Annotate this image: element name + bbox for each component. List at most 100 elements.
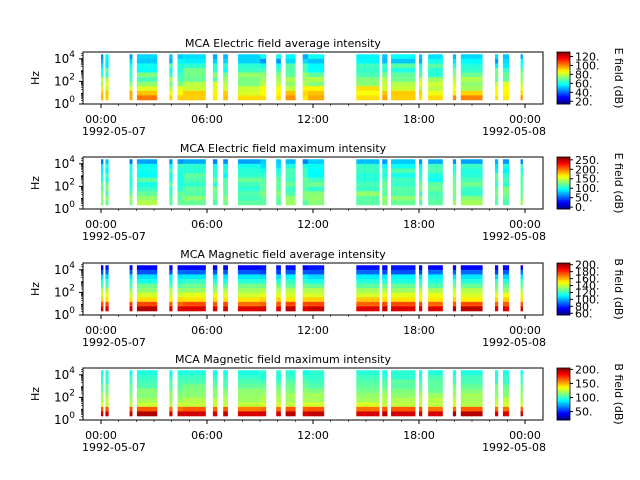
spectrogram-cell <box>367 95 374 101</box>
spectrogram-cell <box>362 374 369 380</box>
data-block <box>276 370 281 417</box>
x-tick-label: 00:00 <box>509 113 541 126</box>
spectrogram-cell <box>290 388 296 394</box>
spectrogram-cell <box>502 168 510 174</box>
spectrogram-cell <box>260 292 267 298</box>
spectrogram-cell <box>243 77 250 83</box>
spectrogram-cell <box>397 297 404 303</box>
spectrogram-cell <box>362 67 369 73</box>
data-block <box>494 54 499 101</box>
y-tick-label: 102 <box>54 388 75 404</box>
colorbar-swatch <box>557 400 570 403</box>
colorbar-swatch <box>557 263 570 265</box>
spectrogram-cell <box>382 95 388 101</box>
spectrogram-cell <box>183 406 190 412</box>
spectrogram-cell <box>460 292 467 298</box>
spectrogram-cell <box>471 86 478 92</box>
spectrogram-cell <box>452 72 457 78</box>
spectrogram-cell <box>285 200 291 206</box>
colorbar-swatch <box>557 100 570 102</box>
colorbar-swatch <box>557 373 570 375</box>
colorbar-swatch <box>557 404 570 407</box>
spectrogram-cell <box>373 63 380 69</box>
spectrogram-cell <box>397 269 404 275</box>
spectrogram-cell <box>150 397 158 403</box>
spectrogram-cell <box>476 191 483 197</box>
spectrogram-cell <box>397 283 404 289</box>
spectrogram-cell <box>199 54 206 60</box>
spectrogram-cell <box>362 301 369 307</box>
spectrogram-cell <box>494 370 499 376</box>
colorbar-swatch <box>557 198 570 201</box>
spectrogram-cell <box>143 288 151 294</box>
spectrogram-cell <box>302 58 309 64</box>
spectrogram-cell <box>194 195 201 201</box>
spectrogram-cell <box>249 370 255 376</box>
spectrogram-cell <box>101 86 104 92</box>
spectrogram-cell <box>169 172 173 178</box>
spectrogram-cell <box>409 54 416 60</box>
spectrogram-cell <box>382 402 388 408</box>
spectrogram-cell <box>150 283 158 289</box>
colorbar-swatch <box>557 394 570 396</box>
colorbar-tick-label: 100. <box>575 182 600 195</box>
spectrogram-cell <box>254 402 261 408</box>
spectrogram-cell <box>150 77 158 83</box>
colorbar-swatch <box>557 311 570 313</box>
data-block <box>105 370 109 417</box>
spectrogram-cell <box>136 200 144 206</box>
spectrogram-cell <box>397 172 404 178</box>
spectrogram-cell <box>362 172 369 178</box>
spectrogram-cell <box>373 297 380 303</box>
spectrogram-cell <box>136 383 144 389</box>
spectrogram-cell <box>285 370 291 376</box>
colorbar-swatch <box>557 171 570 173</box>
spectrogram-cell <box>169 72 173 78</box>
spectrogram-cell <box>476 163 483 169</box>
spectrogram-cell <box>356 63 363 69</box>
spectrogram-cell <box>101 278 104 284</box>
spectrogram-cell <box>494 186 499 192</box>
spectrogram-cell <box>428 292 436 298</box>
spectrogram-cell <box>466 172 472 178</box>
spectrogram-cell <box>367 402 374 408</box>
spectrogram-cell <box>397 306 404 312</box>
spectrogram-cell <box>391 54 398 60</box>
spectrogram-cell <box>318 406 325 412</box>
colorbar-frame <box>556 156 571 210</box>
spectrogram-cell <box>356 177 363 183</box>
spectrogram-cell <box>143 159 151 165</box>
spectrogram-cell <box>362 269 369 275</box>
spectrogram-cell <box>367 182 374 188</box>
spectrogram-cell <box>199 388 206 394</box>
spectrogram-cell <box>194 283 201 289</box>
colorbar-swatch <box>557 52 570 54</box>
spectrogram-cell <box>367 283 374 289</box>
colorbar-tick-label: 140. <box>575 280 600 293</box>
spectrogram-cell <box>318 301 325 307</box>
spectrogram-cell <box>249 182 255 188</box>
spectrogram-cell <box>212 306 218 312</box>
spectrogram-cell <box>285 406 291 412</box>
spectrogram-cell <box>373 172 380 178</box>
colorbar-swatch <box>557 410 570 413</box>
spectrogram-cell <box>494 274 499 280</box>
spectrogram-cell <box>520 370 523 376</box>
spectrogram-cell <box>188 195 195 201</box>
colorbar-swatch <box>557 81 570 84</box>
spectrogram-cell <box>276 393 281 399</box>
spectrogram-cell <box>391 81 398 87</box>
spectrogram-cell <box>254 306 261 312</box>
spectrogram-cell <box>318 168 325 174</box>
spectrogram-cell <box>476 292 483 298</box>
spectrogram-cell <box>260 278 267 284</box>
spectrogram-cell <box>143 274 151 280</box>
colorbar-swatch <box>557 403 570 405</box>
spectrogram-cell <box>502 86 510 92</box>
spectrogram-cell <box>212 297 218 303</box>
chart-panel-1: MCA Electric field average intensity1001… <box>29 37 625 138</box>
spectrogram-cell <box>520 397 523 403</box>
spectrogram-cell <box>356 191 363 197</box>
colorbar-swatch <box>557 89 570 92</box>
spectrogram-cell <box>428 81 436 87</box>
